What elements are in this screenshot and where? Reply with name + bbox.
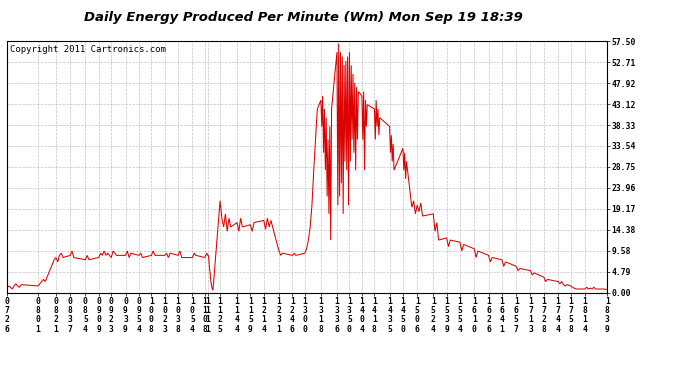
Text: Copyright 2011 Cartronics.com: Copyright 2011 Cartronics.com [10, 45, 166, 54]
Text: Daily Energy Produced Per Minute (Wm) Mon Sep 19 18:39: Daily Energy Produced Per Minute (Wm) Mo… [84, 11, 523, 24]
